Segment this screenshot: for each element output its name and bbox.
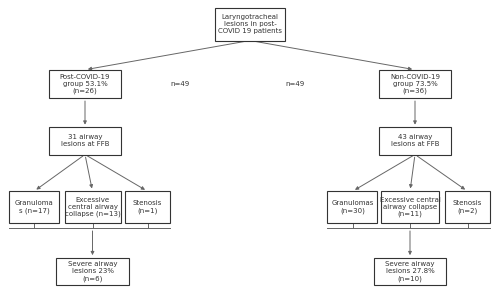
Text: Granulomas
(n=30): Granulomas (n=30): [332, 200, 374, 214]
FancyBboxPatch shape: [445, 191, 490, 223]
Text: Stenosis
(n=1): Stenosis (n=1): [133, 200, 162, 214]
Text: Stenosis
(n=2): Stenosis (n=2): [453, 200, 482, 214]
Text: Excessive
central airway
collapse (n=13): Excessive central airway collapse (n=13): [64, 197, 120, 217]
FancyBboxPatch shape: [49, 70, 121, 98]
Text: 43 airway
lesions at FFB: 43 airway lesions at FFB: [391, 134, 440, 148]
FancyBboxPatch shape: [374, 258, 446, 285]
FancyBboxPatch shape: [379, 70, 451, 98]
FancyBboxPatch shape: [328, 191, 378, 223]
Text: Granuloma
s (n=17): Granuloma s (n=17): [14, 200, 54, 214]
Text: Non-COVID-19
group 73.5%
(n=36): Non-COVID-19 group 73.5% (n=36): [390, 74, 440, 94]
FancyBboxPatch shape: [379, 128, 451, 154]
Text: Laryngotracheal
lesions in post-
COVID 19 patients: Laryngotracheal lesions in post- COVID 1…: [218, 14, 282, 34]
FancyBboxPatch shape: [56, 258, 129, 285]
FancyBboxPatch shape: [49, 128, 121, 154]
Text: Severe airway
lesions 23%
(n=6): Severe airway lesions 23% (n=6): [68, 261, 117, 282]
Text: Post-COVID-19
group 53.1%
(n=26): Post-COVID-19 group 53.1% (n=26): [60, 74, 110, 94]
Text: n=49: n=49: [286, 81, 304, 87]
FancyBboxPatch shape: [64, 191, 120, 223]
FancyBboxPatch shape: [9, 191, 59, 223]
FancyBboxPatch shape: [215, 8, 285, 41]
Text: n=49: n=49: [170, 81, 190, 87]
Text: 31 airway
lesions at FFB: 31 airway lesions at FFB: [61, 134, 109, 148]
Text: Severe airway
lesions 27.8%
(n=10): Severe airway lesions 27.8% (n=10): [385, 261, 435, 282]
FancyBboxPatch shape: [125, 191, 170, 223]
Text: Excessive central
airway collapse
(n=11): Excessive central airway collapse (n=11): [380, 197, 440, 217]
FancyBboxPatch shape: [382, 191, 439, 223]
